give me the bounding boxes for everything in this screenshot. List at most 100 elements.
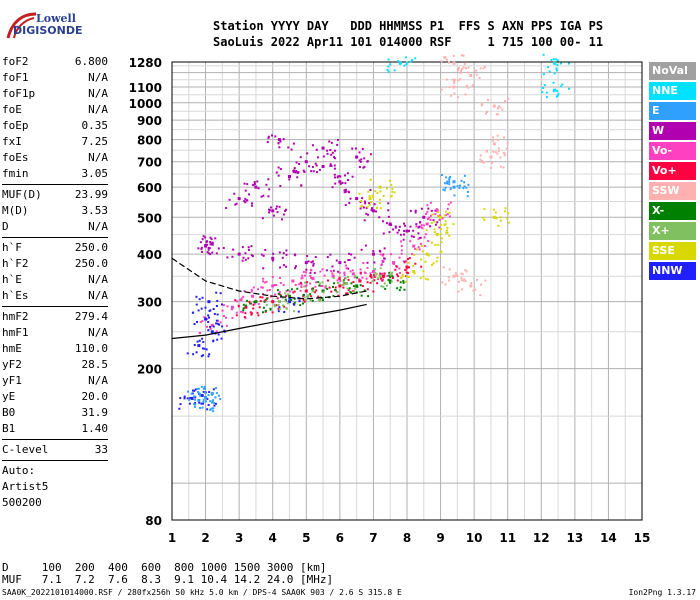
echo-point <box>492 142 496 146</box>
echo-point <box>313 291 316 294</box>
echo-point <box>445 231 448 234</box>
echo-point <box>262 306 265 309</box>
echo-point <box>299 304 302 307</box>
echo-point <box>457 290 460 293</box>
echo-point <box>194 388 197 391</box>
echo-point <box>344 264 347 267</box>
echo-point <box>211 251 214 254</box>
echo-point <box>496 113 499 116</box>
echo-point <box>210 330 214 334</box>
echo-point <box>363 219 366 222</box>
echo-point <box>214 396 217 399</box>
echo-point <box>356 276 359 279</box>
echo-point <box>365 277 368 280</box>
echo-point <box>404 224 407 227</box>
echo-point <box>214 387 217 390</box>
echo-point <box>298 162 301 165</box>
param-label: hmF1 <box>2 326 29 339</box>
echo-point <box>316 171 319 174</box>
echo-point <box>496 107 499 110</box>
echo-point <box>200 402 203 405</box>
echo-point <box>243 289 246 292</box>
echo-point <box>306 152 309 155</box>
echo-point <box>276 289 279 292</box>
echo-point <box>366 266 369 269</box>
echo-point <box>284 209 287 212</box>
echo-point <box>281 296 284 299</box>
echo-point <box>199 406 202 409</box>
echo-point <box>312 264 315 267</box>
echo-point <box>203 387 206 390</box>
echo-point <box>496 134 499 137</box>
echo-point <box>201 250 204 253</box>
echo-point <box>490 161 493 164</box>
echo-point <box>277 303 280 306</box>
echo-point <box>261 286 264 289</box>
echo-point <box>303 170 306 173</box>
echo-point <box>442 188 445 191</box>
echo-point <box>293 303 296 306</box>
echo-point <box>321 281 324 284</box>
echo-point <box>484 279 487 282</box>
echo-point <box>200 385 203 388</box>
echo-point <box>302 295 305 298</box>
echo-point <box>201 238 204 241</box>
echo-point <box>422 270 425 273</box>
echo-point <box>278 290 281 293</box>
echo-point <box>426 217 429 220</box>
echo-point <box>283 292 286 295</box>
echo-point <box>329 164 332 167</box>
echo-point <box>327 279 330 282</box>
logo-swoosh-icon <box>6 12 37 39</box>
echo-point <box>434 209 437 212</box>
echo-point <box>462 66 465 69</box>
echo-point <box>270 206 273 209</box>
echo-point <box>480 283 483 286</box>
echo-point <box>480 102 483 105</box>
echo-point <box>390 280 393 283</box>
echo-point <box>497 224 500 227</box>
echo-point <box>295 161 298 164</box>
echo-point <box>193 343 196 346</box>
logo-text-digisonde: DIGISONDE <box>13 24 83 37</box>
echo-point <box>422 215 426 219</box>
echo-point <box>404 268 407 271</box>
echo-point <box>379 277 382 280</box>
echo-point <box>359 271 362 274</box>
echo-point <box>553 61 557 65</box>
echo-point <box>194 396 197 399</box>
echo-point <box>328 140 331 143</box>
echo-point <box>334 176 337 179</box>
echo-point <box>326 152 329 155</box>
echo-point <box>324 284 327 287</box>
echo-point <box>367 213 370 216</box>
echo-point <box>211 401 214 404</box>
echo-point <box>332 285 335 288</box>
echo-point <box>380 264 383 267</box>
echo-point <box>383 257 386 260</box>
echo-point <box>324 286 327 289</box>
echo-point <box>309 282 312 285</box>
echo-point <box>369 281 372 284</box>
echo-point <box>476 278 479 281</box>
echo-point <box>268 211 271 214</box>
echo-point <box>219 397 222 400</box>
echo-point <box>378 198 381 201</box>
echo-point <box>331 272 334 275</box>
echo-point <box>453 194 456 197</box>
echo-point <box>372 274 375 277</box>
echo-point <box>355 197 359 201</box>
echo-point <box>375 206 378 209</box>
echo-point <box>360 294 363 297</box>
echo-point <box>193 395 196 398</box>
echo-point <box>252 307 255 310</box>
echo-point <box>436 221 439 224</box>
echo-point <box>343 189 346 192</box>
echo-point <box>433 231 436 234</box>
echo-point <box>422 224 425 227</box>
echo-point <box>448 180 451 183</box>
echo-point <box>381 279 384 282</box>
echo-point <box>250 202 253 205</box>
echo-point <box>285 306 288 309</box>
echo-point <box>499 106 502 109</box>
